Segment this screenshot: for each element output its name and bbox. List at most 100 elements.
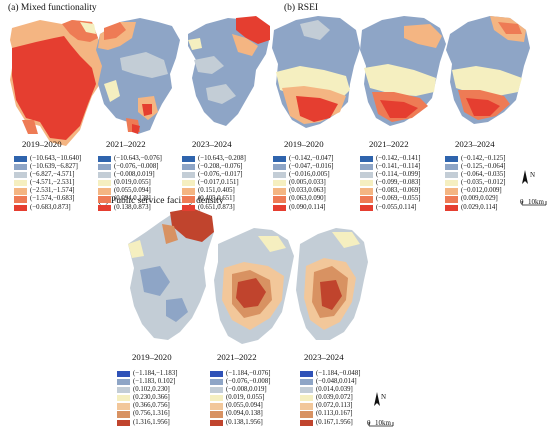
legend-swatch [445,196,458,203]
legend-label: (−0.208,−0.076] [198,163,243,171]
legend-item: (0.019, 0.055] [210,394,270,402]
legend-swatch [445,172,458,179]
legend-label: (−4.571,−2.531] [30,179,75,187]
legend-label: (−0.114,−0.099] [376,171,421,179]
compass-scale-top: N 0 10km [519,168,547,212]
legend-item: (0.102,0.230] [117,386,177,394]
legend-label: (−0.069,−0.055] [376,195,421,203]
legend-label: (−10.643,−0.208] [198,155,246,162]
legend-item: (−0.016,0.005] [273,171,333,179]
legend-swatch [14,196,27,203]
legend-label: (−0.141,−0.114] [376,163,421,171]
legend-label: (1.316,1.956] [133,418,170,426]
legend-swatch [117,379,130,386]
legend-label: (0.167,1.956] [316,418,353,426]
legend-swatch [14,155,27,163]
legend-item: (−10.643,−0.208] [182,155,246,163]
legend-swatch [117,403,130,410]
map-b-2023-2024 [446,16,530,124]
legend-item: (−10.643,−0.076] [98,155,162,163]
legend-swatch [210,387,223,394]
legend-item: (1.316,1.956] [117,419,177,427]
legend-label: (0.102,0.230] [133,386,170,394]
legend-swatch [182,180,195,187]
legend-swatch [117,370,130,378]
legend-swatch [14,188,27,195]
legend-swatch [182,188,195,195]
legend-label: (0.090,0.114] [289,203,326,211]
legend-label: (0.756,1.316] [133,410,170,418]
legend-label: (−6.827,−4.571] [30,171,75,179]
legend-label: (−0.083,−0.069] [376,187,421,195]
scale-zero: 0 [367,419,371,427]
legend-item: (0.019,0.055] [98,179,162,187]
legend-item: (−0.069,−0.055] [360,195,420,203]
legend-label: (0.029,0.114] [461,203,498,211]
legend-swatch [445,180,458,187]
panel-b-year-2: 2021–2022 [369,139,409,149]
legend-item: (0.014,0.039] [300,386,360,394]
legend-label: (−1.574,−0.683] [30,195,75,203]
legend-swatch [445,188,458,195]
legend-item: (0.072,0.113] [300,402,360,410]
legend-swatch [360,172,373,179]
legend-label: (−0.048,0.014] [316,378,357,386]
legend-item: (−0.099,−0.083] [360,179,420,187]
legend-swatch [14,164,27,171]
legend-label: (0.014,0.039] [316,386,353,394]
legend-item: (−0.683,0.873] [14,204,81,212]
legend-label: (0.019,0.055] [114,179,151,187]
legend-item: (−0.008,0.019] [210,386,270,394]
legend-label: (−0.142,−0.141] [376,155,421,162]
legend-swatch [182,196,195,203]
panel-c-year-2: 2021–2022 [217,352,257,362]
legend-item: (0.230,0.366] [117,394,177,402]
legend-swatch [98,172,111,179]
legend-label: (−0.035,−0.012] [461,179,506,187]
legend-item: (−0.012,0.009] [445,187,505,195]
legend-swatch [300,370,313,378]
legend-swatch [210,395,223,402]
legend-swatch [360,204,373,211]
north-label: N [530,171,536,179]
legend-item: (−6.827,−4.571] [14,171,81,179]
legend-item: (−0.142,−0.047] [273,155,333,163]
legend-swatch [445,204,458,211]
legend-label: (−10.639,−6.827] [30,163,78,171]
legend-swatch [273,180,286,187]
legend-label: (−0.076,−0.008] [114,163,159,171]
legend-label: (−0.142,−0.125] [461,155,506,162]
legend-label: (0.651,0.873] [198,203,235,211]
legend-item: (−0.048,0.014] [300,378,360,386]
legend-swatch [445,155,458,163]
legend-label: (0.005,0.033] [289,179,326,187]
legend-item: (−0.083,−0.069] [360,187,420,195]
legend-label: (0.039,0.072] [316,394,353,402]
legend-item: (−0.141,−0.114] [360,163,420,171]
legend-label: (0.055,0.094] [114,187,151,195]
legend-label: (−10.643,−10.640] [30,155,82,162]
legend-label: (−0.017,0.151] [198,179,239,187]
legend-swatch [300,379,313,386]
legend-item: (−0.035,−0.012] [445,179,505,187]
legend-item: (−0.076,−0.017] [182,171,246,179]
legend-swatch [360,188,373,195]
legend-label: (−1.184,−0.076] [226,370,271,377]
legend-label: (0.094,0.138] [226,410,263,418]
legend-swatch [182,172,195,179]
legend-b-3: (−0.142,−0.125] (−0.125,−0.064] (−0.064,−0… [445,155,505,212]
legend-swatch [273,204,286,211]
legend-swatch [360,155,373,163]
legend-item: (0.039,0.072] [300,394,360,402]
legend-label: (−0.055,0.114] [376,203,417,211]
map-a-2019-2020 [10,20,104,146]
legend-b-1: (−0.142,−0.047] (−0.047,−0.016] (−0.016,0.… [273,155,333,212]
legend-item: (0.005,0.033] [273,179,333,187]
panel-c-title: (c) Public service facility density [98,196,224,206]
legend-swatch [182,155,195,163]
legend-swatch [182,164,195,171]
legend-label: (0.094,0.138] [114,195,151,203]
legend-swatch [98,155,111,163]
legend-label: (−10.643,−0.076] [114,155,162,162]
